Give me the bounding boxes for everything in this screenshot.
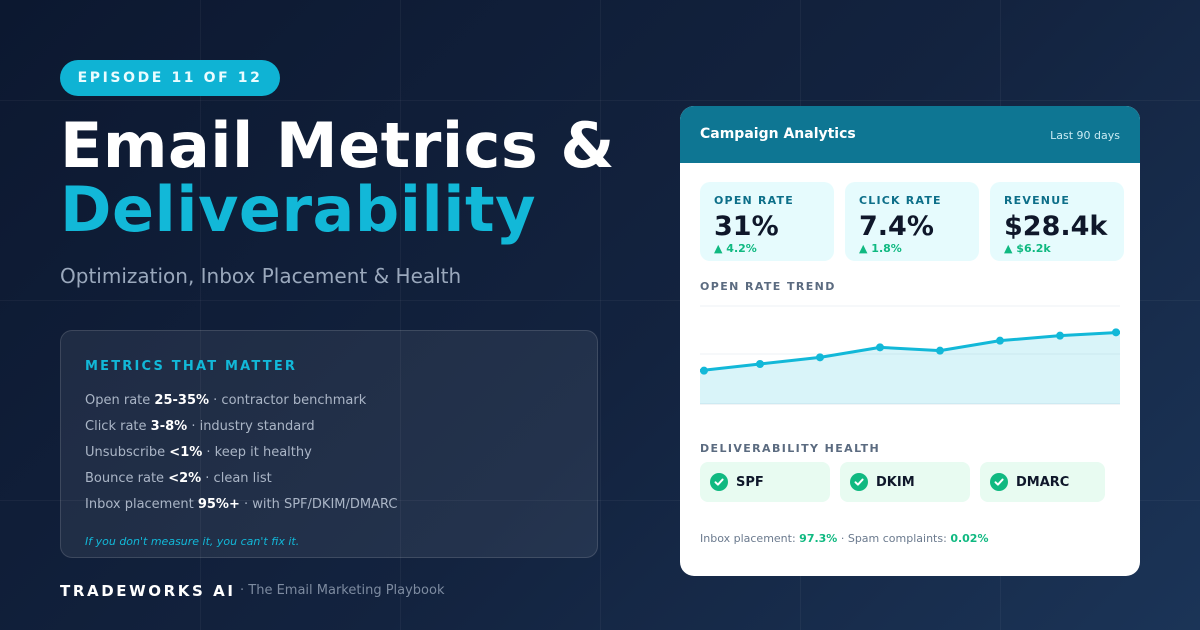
metric-note: · keep it healthy bbox=[206, 445, 312, 460]
kpi-label: CLICK RATE bbox=[859, 194, 942, 207]
inbox-placement-value: 97.3% bbox=[799, 532, 838, 545]
health-dkim: DKIM bbox=[840, 462, 970, 502]
inbox-placement-label: Inbox placement: bbox=[700, 532, 796, 545]
trend-point bbox=[936, 346, 944, 355]
check-circle-icon bbox=[990, 473, 1008, 491]
kpi-click-rate: CLICK RATE 7.4% ▲ 1.8% bbox=[845, 182, 979, 261]
metric-value: <1% bbox=[169, 445, 203, 460]
card-title: Campaign Analytics bbox=[700, 126, 856, 142]
spam-complaints-label: Spam complaints: bbox=[847, 532, 947, 545]
health-item-label: DMARC bbox=[1016, 474, 1070, 490]
title-line-1: Email Metrics & bbox=[60, 109, 615, 182]
metric-label: Open rate bbox=[85, 393, 151, 408]
metrics-panel: METRICS THAT MATTER Open rate 25-35% · c… bbox=[60, 330, 598, 558]
trend-point bbox=[876, 343, 884, 352]
metric-row: Bounce rate <2% · clean list bbox=[85, 471, 272, 486]
metric-value: 95%+ bbox=[197, 497, 240, 512]
metric-label: Inbox placement bbox=[85, 497, 194, 512]
episode-badge: EPISODE 11 OF 12 bbox=[60, 60, 280, 96]
metric-label: Bounce rate bbox=[85, 471, 165, 486]
trend-point bbox=[1112, 328, 1120, 337]
metric-note: · industry standard bbox=[191, 419, 315, 434]
trend-area bbox=[700, 332, 1120, 404]
metric-note: · contractor benchmark bbox=[213, 393, 367, 408]
brand-subtitle: · The Email Marketing Playbook bbox=[240, 583, 445, 598]
metric-row: Open rate 25-35% · contractor benchmark bbox=[85, 393, 366, 408]
kpi-label: REVENUE bbox=[1004, 194, 1071, 207]
health-spf: SPF bbox=[700, 462, 830, 502]
health-dmarc: DMARC bbox=[980, 462, 1105, 502]
metric-note: · clean list bbox=[205, 471, 272, 486]
metrics-heading: METRICS THAT MATTER bbox=[85, 359, 298, 374]
kpi-delta: ▲ 1.8% bbox=[859, 242, 902, 255]
health-label: DELIVERABILITY HEALTH bbox=[700, 442, 881, 455]
health-item-label: SPF bbox=[736, 474, 764, 490]
kpi-value: 7.4% bbox=[859, 211, 934, 242]
page-title: Email Metrics & Deliverability bbox=[60, 114, 615, 242]
trend-point bbox=[816, 353, 824, 362]
check-circle-icon bbox=[850, 473, 868, 491]
trend-label: OPEN RATE TREND bbox=[700, 280, 836, 293]
trend-line bbox=[700, 330, 1120, 373]
kpi-value: $28.4k bbox=[1004, 211, 1108, 242]
trend-point bbox=[1056, 331, 1064, 340]
kpi-revenue: REVENUE $28.4k ▲ $6.2k bbox=[990, 182, 1124, 261]
open-rate-trend-chart bbox=[700, 305, 1120, 405]
health-item-label: DKIM bbox=[876, 474, 915, 490]
date-range-label: Last 90 days bbox=[1050, 129, 1120, 142]
footer-separator: · bbox=[840, 532, 845, 545]
page-subtitle: Optimization, Inbox Placement & Health bbox=[60, 264, 462, 288]
title-line-2: Deliverability bbox=[60, 173, 537, 246]
kpi-delta: ▲ $6.2k bbox=[1004, 242, 1051, 255]
metric-row: Unsubscribe <1% · keep it healthy bbox=[85, 445, 312, 460]
metric-note: · with SPF/DKIM/DMARC bbox=[243, 497, 398, 512]
brand-name: TRADEWORKS AI bbox=[60, 582, 236, 600]
metric-row: Inbox placement 95%+ · with SPF/DKIM/DMA… bbox=[85, 497, 397, 512]
spam-complaints-value: 0.02% bbox=[950, 532, 989, 545]
trend-point bbox=[756, 360, 764, 368]
deliverability-footer: Inbox placement: 97.3% · Spam complaints… bbox=[700, 532, 988, 545]
check-circle-icon bbox=[710, 473, 728, 491]
metric-label: Click rate bbox=[85, 419, 147, 434]
kpi-label: OPEN RATE bbox=[714, 194, 794, 207]
metric-label: Unsubscribe bbox=[85, 445, 166, 460]
kpi-value: 31% bbox=[714, 211, 779, 242]
trend-point bbox=[700, 366, 708, 375]
metrics-tagline: If you don't measure it, you can't fix i… bbox=[85, 535, 300, 548]
trend-point bbox=[996, 336, 1004, 345]
kpi-open-rate: OPEN RATE 31% ▲ 4.2% bbox=[700, 182, 834, 261]
kpi-delta: ▲ 4.2% bbox=[714, 242, 757, 255]
metric-value: 3-8% bbox=[150, 419, 188, 434]
campaign-analytics-card: Campaign Analytics Last 90 days OPEN RAT… bbox=[680, 106, 1140, 576]
metric-value: 25-35% bbox=[154, 393, 210, 408]
metric-value: <2% bbox=[168, 471, 202, 486]
metric-row: Click rate 3-8% · industry standard bbox=[85, 419, 315, 434]
card-header: Campaign Analytics Last 90 days bbox=[680, 106, 1140, 163]
